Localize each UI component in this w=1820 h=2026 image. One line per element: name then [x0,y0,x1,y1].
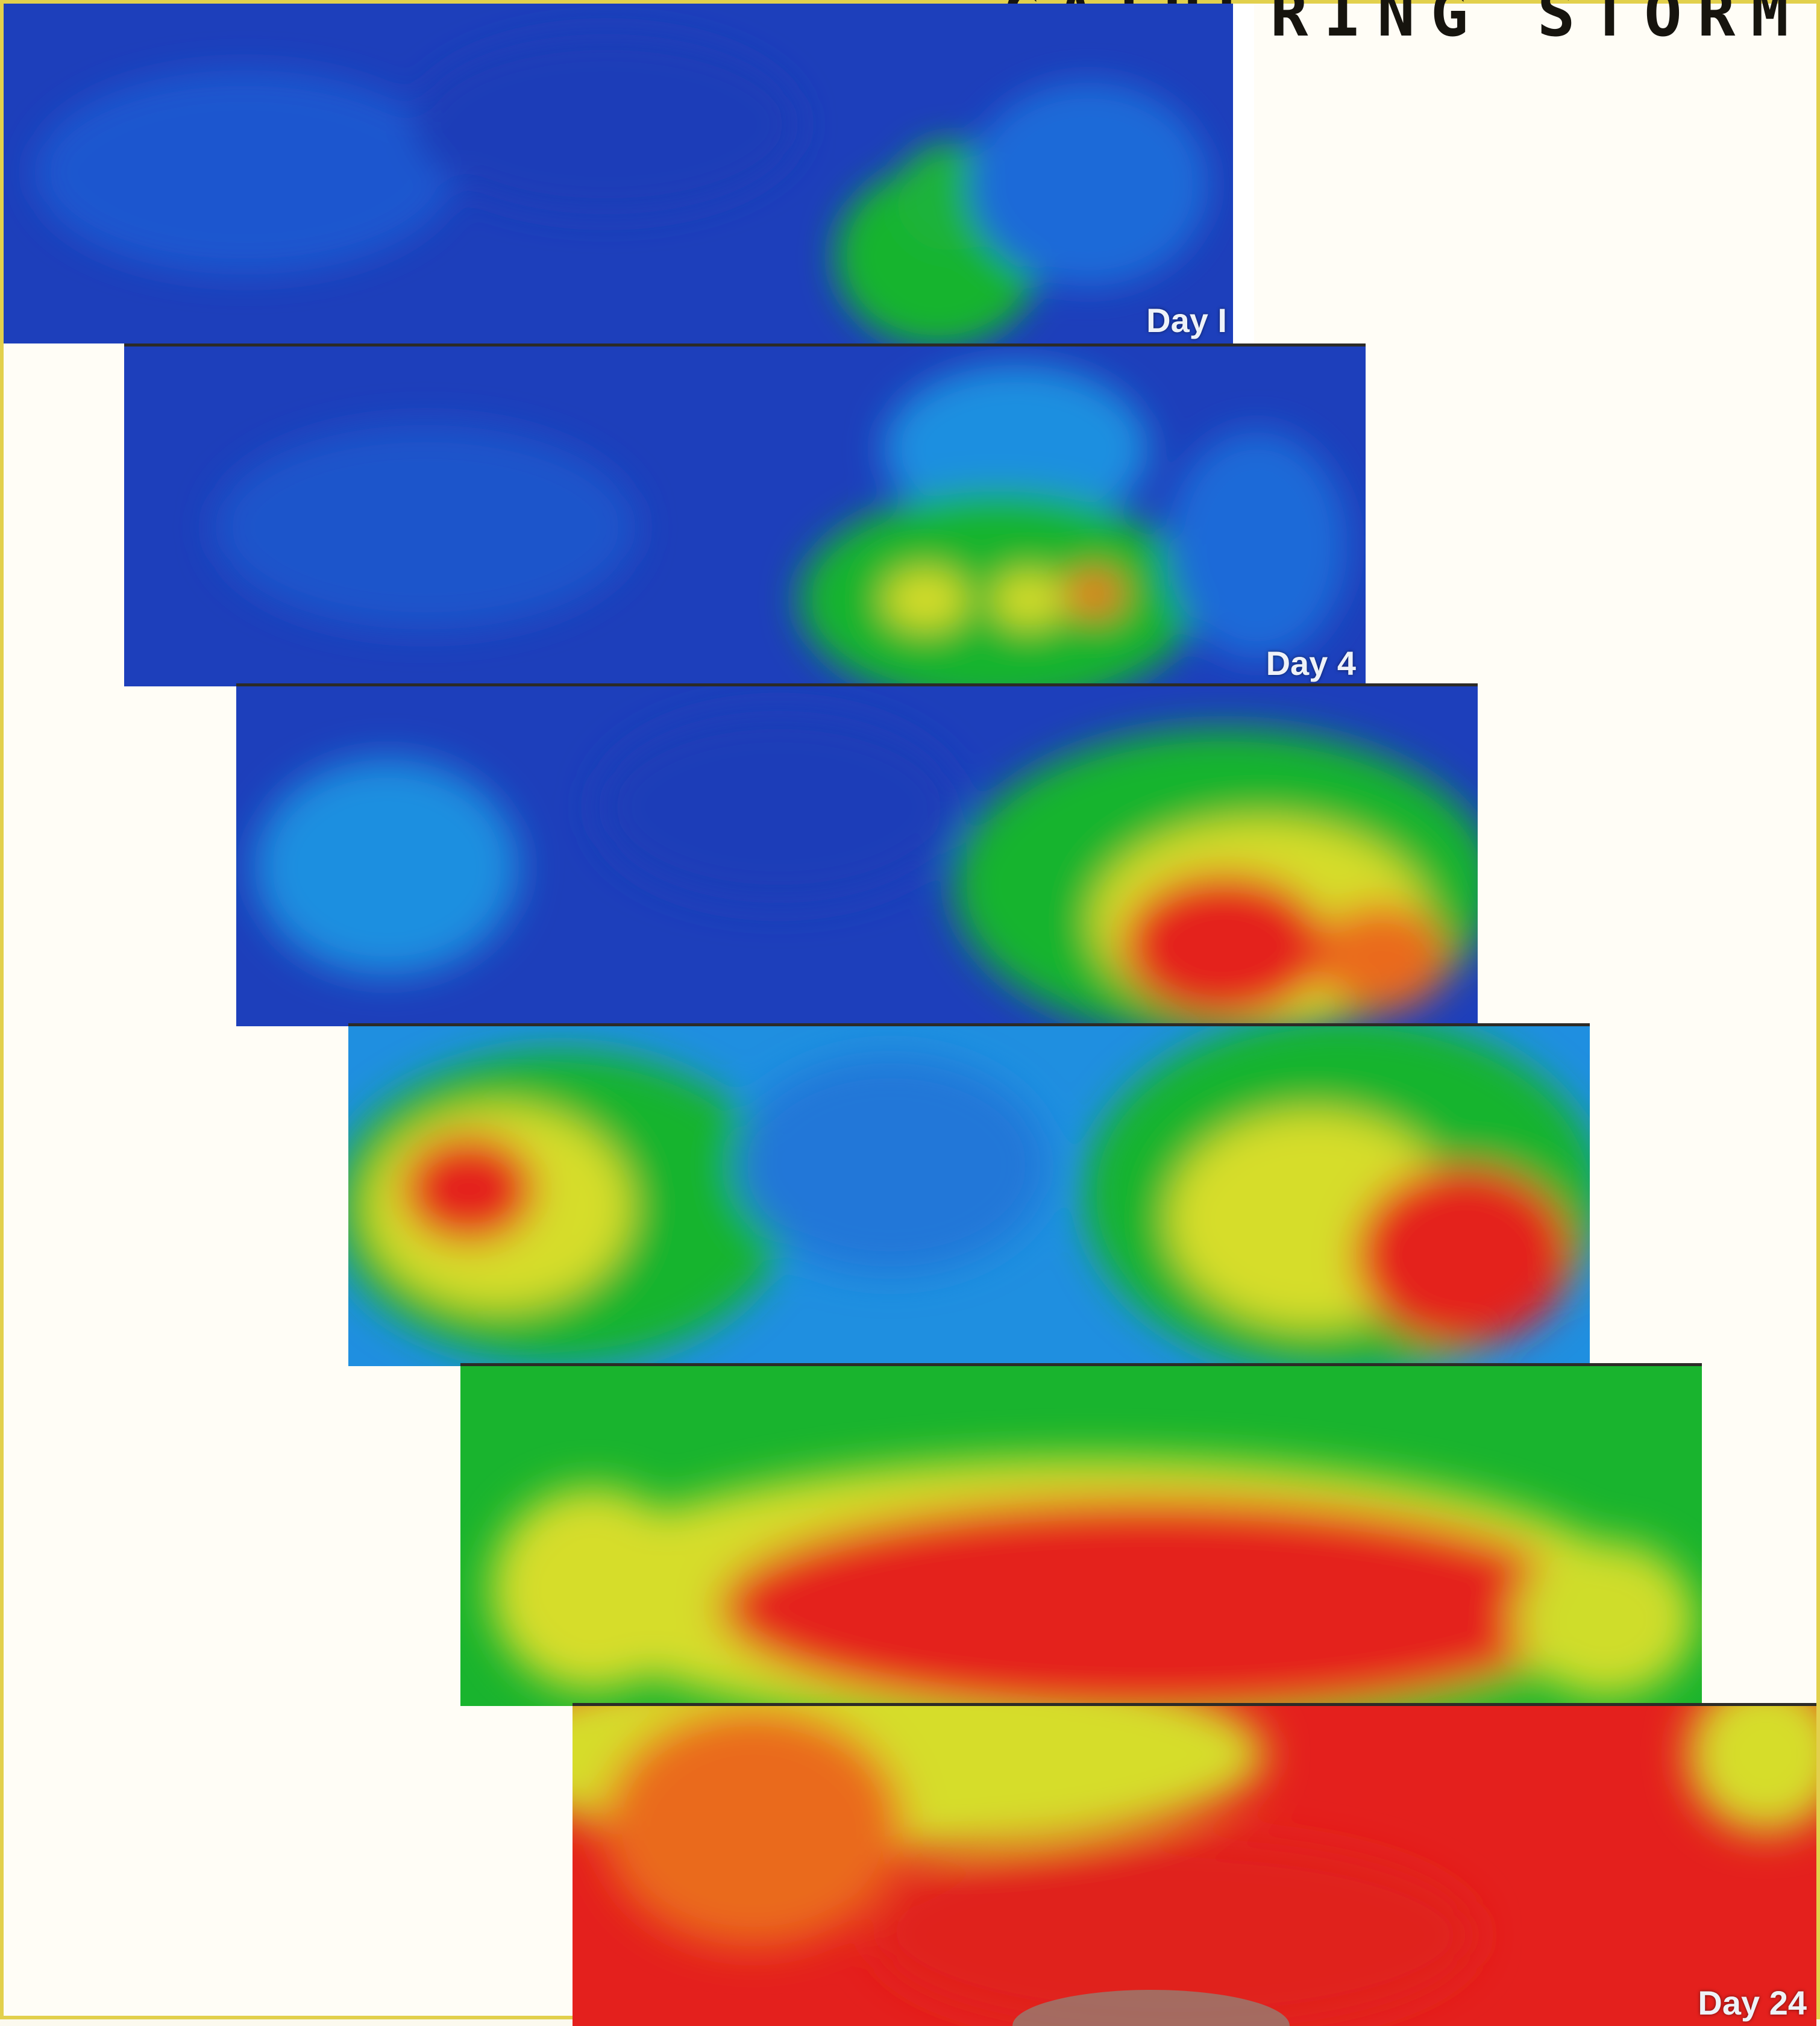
temperature-map-day-3 [236,686,1478,1026]
day-label-4: Day 4 [1266,644,1356,682]
storm-map-day-24: Day 24 [573,1703,1816,2026]
storm-map-day-4: Day 4 [124,343,1366,686]
storm-map-day-8 [348,1023,1590,1366]
temperature-map-day-1 [4,4,1254,343]
day-label-1: Day I [1146,301,1227,339]
temperature-map-day-24 [573,1706,1816,2026]
storm-map-day-1: Day I [4,4,1254,343]
storm-map-day-3 [236,683,1478,1026]
temperature-map-day-16 [460,1366,1702,1706]
temperature-map-day-8 [348,1026,1590,1366]
temperature-map-day-4 [124,347,1366,686]
day-label-24: Day 24 [1698,1984,1807,2022]
storm-map-day-16 [460,1363,1702,1706]
